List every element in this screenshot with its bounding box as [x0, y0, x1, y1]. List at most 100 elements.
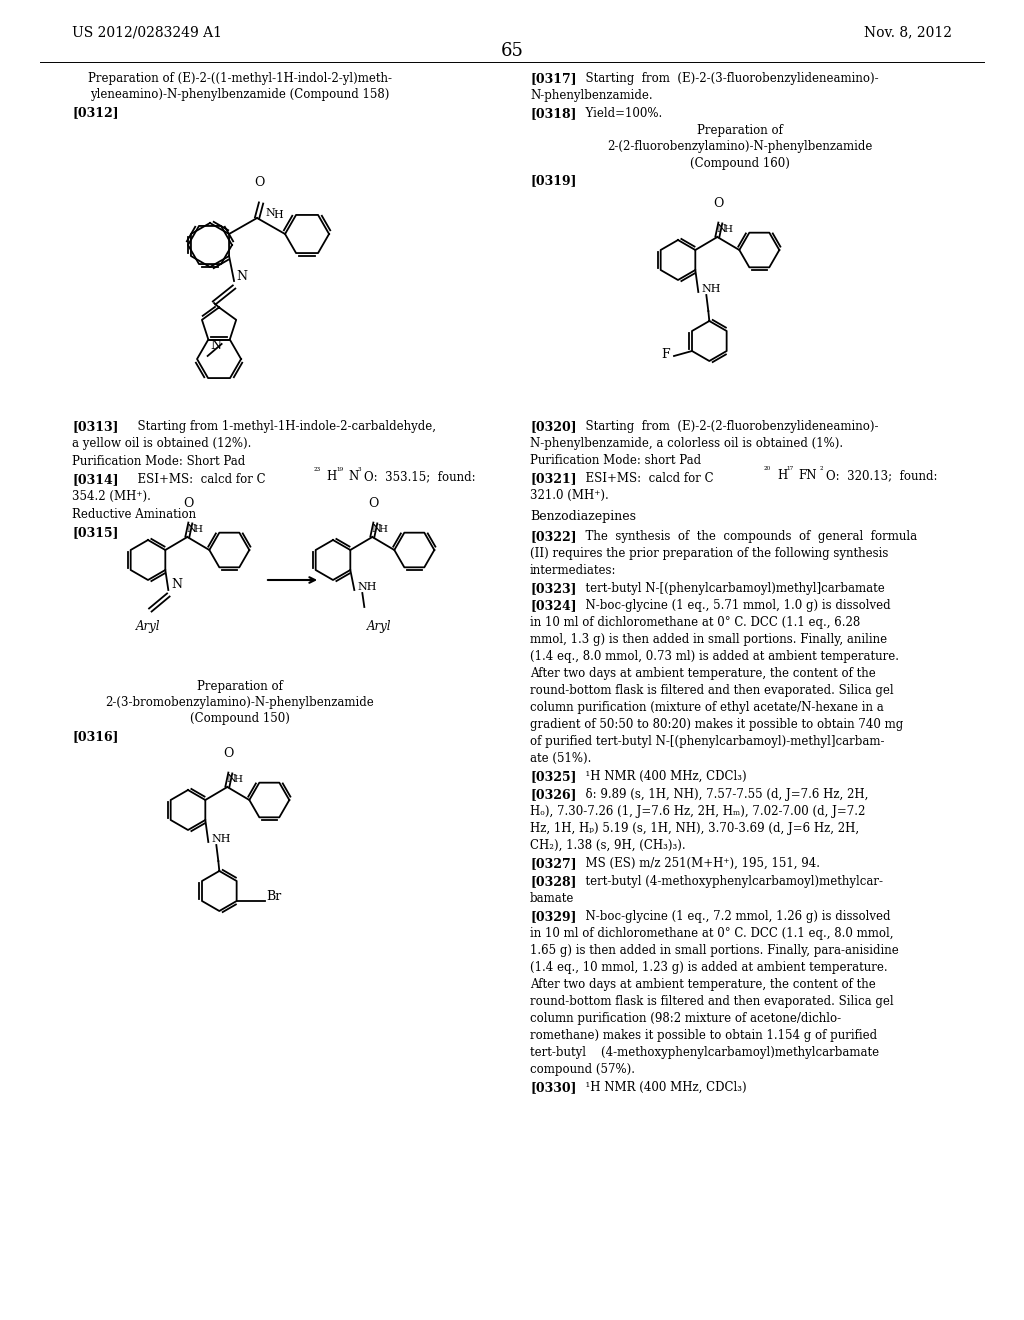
Text: column purification (98:2 mixture of acetone/dichlo-: column purification (98:2 mixture of ace… — [530, 1012, 841, 1026]
Text: N: N — [716, 224, 726, 234]
Text: US 2012/0283249 A1: US 2012/0283249 A1 — [72, 25, 222, 40]
Text: (1.4 eq., 10 mmol, 1.23 g) is added at ambient temperature.: (1.4 eq., 10 mmol, 1.23 g) is added at a… — [530, 961, 888, 974]
Text: ₂₃: ₂₃ — [314, 465, 322, 473]
Text: O: O — [713, 197, 724, 210]
Text: N: N — [226, 774, 236, 784]
Text: 1.65 g) is then added in small portions. Finally, para-anisidine: 1.65 g) is then added in small portions.… — [530, 944, 899, 957]
Text: 2-(2-fluorobenzylamino)-N-phenylbenzamide: 2-(2-fluorobenzylamino)-N-phenylbenzamid… — [607, 140, 872, 153]
Text: H: H — [273, 210, 283, 220]
Text: (II) requires the prior preparation of the following synthesis: (II) requires the prior preparation of t… — [530, 546, 889, 560]
Text: Starting  from  (E)-2-(2-fluorobenzylideneamino)-: Starting from (E)-2-(2-fluorobenzylidene… — [578, 420, 879, 433]
Text: Benzodiazepines: Benzodiazepines — [530, 510, 636, 523]
Text: tert-butyl (4-methoxyphenylcarbamoyl)methylcar-: tert-butyl (4-methoxyphenylcarbamoyl)met… — [578, 875, 883, 888]
Text: Reductive Amination: Reductive Amination — [72, 508, 197, 521]
Text: N: N — [186, 524, 196, 535]
Text: F: F — [662, 347, 670, 360]
Text: [0314]: [0314] — [72, 473, 119, 486]
Text: [0330]: [0330] — [530, 1081, 577, 1094]
Text: (Compound 160): (Compound 160) — [690, 157, 790, 170]
Text: [0317]: [0317] — [530, 73, 577, 84]
Text: ₁₇: ₁₇ — [786, 463, 794, 473]
Text: romethane) makes it possible to obtain 1.154 g of purified: romethane) makes it possible to obtain 1… — [530, 1030, 878, 1041]
Text: ESI+MS:  calcd for C: ESI+MS: calcd for C — [130, 473, 265, 486]
Text: bamate: bamate — [530, 892, 574, 906]
Text: Purification Mode: Short Pad: Purification Mode: Short Pad — [72, 455, 246, 469]
Text: Starting  from  (E)-2-(3-fluorobenzylideneamino)-: Starting from (E)-2-(3-fluorobenzylidene… — [578, 73, 879, 84]
Text: N: N — [348, 470, 358, 483]
Text: ₃: ₃ — [358, 465, 361, 473]
Text: O: O — [183, 498, 194, 510]
Text: N: N — [371, 524, 381, 535]
Text: Preparation of: Preparation of — [697, 124, 783, 137]
Text: After two days at ambient temperature, the content of the: After two days at ambient temperature, t… — [530, 978, 876, 991]
Text: FN: FN — [798, 469, 816, 482]
Text: Aryl: Aryl — [368, 620, 392, 634]
Text: O: O — [223, 747, 233, 760]
Text: round-bottom flask is filtered and then evaporated. Silica gel: round-bottom flask is filtered and then … — [530, 684, 894, 697]
Text: [0319]: [0319] — [530, 174, 577, 187]
Text: mmol, 1.3 g) is then added in small portions. Finally, aniline: mmol, 1.3 g) is then added in small port… — [530, 634, 887, 645]
Text: Purification Mode: short Pad: Purification Mode: short Pad — [530, 454, 701, 467]
Text: ₂: ₂ — [820, 463, 823, 473]
Text: compound (57%).: compound (57%). — [530, 1063, 635, 1076]
Text: [0321]: [0321] — [530, 473, 577, 484]
Text: yleneamino)-N-phenylbenzamide (Compound 158): yleneamino)-N-phenylbenzamide (Compound … — [90, 88, 390, 102]
Text: round-bottom flask is filtered and then evaporated. Silica gel: round-bottom flask is filtered and then … — [530, 995, 894, 1008]
Text: H: H — [194, 525, 203, 535]
Text: [0329]: [0329] — [530, 909, 577, 923]
Text: ¹H NMR (400 MHz, CDCl₃): ¹H NMR (400 MHz, CDCl₃) — [578, 1081, 746, 1094]
Text: [0316]: [0316] — [72, 730, 119, 743]
Text: in 10 ml of dichloromethane at 0° C. DCC (1.1 eq., 6.28: in 10 ml of dichloromethane at 0° C. DCC… — [530, 616, 860, 630]
Text: Hₒ), 7.30-7.26 (1, J=7.6 Hz, 2H, Hₘ), 7.02-7.00 (d, J=7.2: Hₒ), 7.30-7.26 (1, J=7.6 Hz, 2H, Hₘ), 7.… — [530, 805, 865, 818]
Text: [0318]: [0318] — [530, 107, 577, 120]
Text: [0323]: [0323] — [530, 582, 577, 595]
Text: in 10 ml of dichloromethane at 0° C. DCC (1.1 eq., 8.0 mmol,: in 10 ml of dichloromethane at 0° C. DCC… — [530, 927, 894, 940]
Text: H: H — [326, 470, 336, 483]
Text: ¹H NMR (400 MHz, CDCl₃): ¹H NMR (400 MHz, CDCl₃) — [578, 770, 746, 783]
Text: H: H — [379, 525, 387, 535]
Text: [0313]: [0313] — [72, 420, 119, 433]
Text: Starting from 1-methyl-1H-indole-2-carbaldehyde,: Starting from 1-methyl-1H-indole-2-carba… — [130, 420, 436, 433]
Text: [0328]: [0328] — [530, 875, 577, 888]
Text: [0325]: [0325] — [530, 770, 577, 783]
Text: N-phenylbenzamide.: N-phenylbenzamide. — [530, 88, 652, 102]
Text: O: O — [254, 176, 264, 189]
Text: O:  320.13;  found:: O: 320.13; found: — [826, 469, 938, 482]
Text: ESI+MS:  calcd for C: ESI+MS: calcd for C — [578, 473, 714, 484]
Text: N-boc-glycine (1 eq., 5.71 mmol, 1.0 g) is dissolved: N-boc-glycine (1 eq., 5.71 mmol, 1.0 g) … — [578, 599, 891, 612]
Text: 2-(3-bromobenzylamino)-N-phenylbenzamide: 2-(3-bromobenzylamino)-N-phenylbenzamide — [105, 696, 375, 709]
Text: a yellow oil is obtained (12%).: a yellow oil is obtained (12%). — [72, 437, 251, 450]
Text: N: N — [171, 578, 182, 591]
Text: (1.4 eq., 8.0 mmol, 0.73 ml) is added at ambient temperature.: (1.4 eq., 8.0 mmol, 0.73 ml) is added at… — [530, 649, 899, 663]
Text: Preparation of: Preparation of — [197, 680, 283, 693]
Text: N: N — [210, 339, 221, 352]
Text: Aryl: Aryl — [136, 620, 161, 634]
Text: [0326]: [0326] — [530, 788, 577, 801]
Text: H: H — [724, 224, 732, 234]
Text: MS (ES) m/z 251(M+H⁺), 195, 151, 94.: MS (ES) m/z 251(M+H⁺), 195, 151, 94. — [578, 857, 820, 870]
Text: NH: NH — [211, 834, 230, 843]
Text: 354.2 (MH⁺).: 354.2 (MH⁺). — [72, 490, 151, 503]
Text: gradient of 50:50 to 80:20) makes it possible to obtain 740 mg: gradient of 50:50 to 80:20) makes it pos… — [530, 718, 903, 731]
Text: ate (51%).: ate (51%). — [530, 752, 592, 766]
Text: [0322]: [0322] — [530, 531, 577, 543]
Text: tert-butyl    (4-methoxyphenylcarbamoyl)methylcarbamate: tert-butyl (4-methoxyphenylcarbamoyl)met… — [530, 1045, 880, 1059]
Text: H: H — [777, 469, 787, 482]
Text: [0320]: [0320] — [530, 420, 577, 433]
Text: N: N — [265, 209, 274, 218]
Text: The  synthesis  of  the  compounds  of  general  formula: The synthesis of the compounds of genera… — [578, 531, 918, 543]
Text: After two days at ambient temperature, the content of the: After two days at ambient temperature, t… — [530, 667, 876, 680]
Text: O: O — [369, 498, 379, 510]
Text: [0324]: [0324] — [530, 599, 577, 612]
Text: [0327]: [0327] — [530, 857, 577, 870]
Text: Br: Br — [266, 890, 282, 903]
Text: N-boc-glycine (1 eq., 7.2 mmol, 1.26 g) is dissolved: N-boc-glycine (1 eq., 7.2 mmol, 1.26 g) … — [578, 909, 891, 923]
Text: Hz, 1H, Hₚ) 5.19 (s, 1H, NH), 3.70-3.69 (d, J=6 Hz, 2H,: Hz, 1H, Hₚ) 5.19 (s, 1H, NH), 3.70-3.69 … — [530, 822, 859, 836]
Text: of purified tert-butyl N-[(phenylcarbamoyl)-methyl]carbam-: of purified tert-butyl N-[(phenylcarbamo… — [530, 735, 885, 748]
Text: NH: NH — [701, 284, 721, 294]
Text: intermediates:: intermediates: — [530, 564, 616, 577]
Text: tert-butyl N-[(phenylcarbamoyl)methyl]carbamate: tert-butyl N-[(phenylcarbamoyl)methyl]ca… — [578, 582, 885, 595]
Text: [0312]: [0312] — [72, 106, 119, 119]
Text: 65: 65 — [501, 42, 523, 59]
Text: (Compound 150): (Compound 150) — [190, 711, 290, 725]
